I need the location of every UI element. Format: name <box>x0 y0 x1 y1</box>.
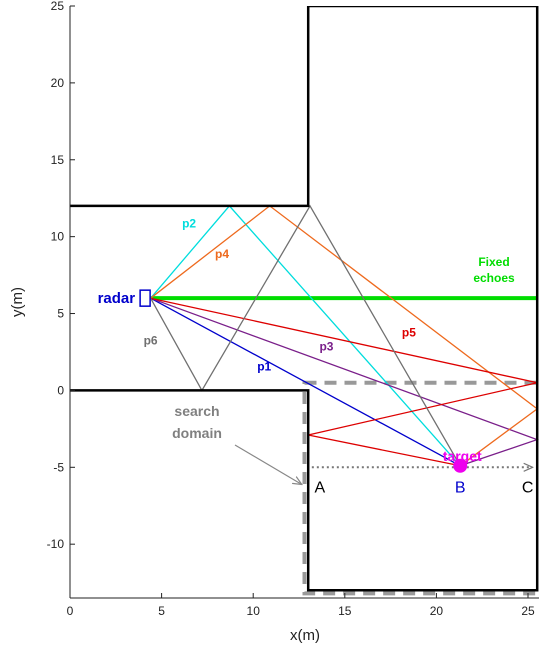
path-label-p6: p6 <box>144 333 158 347</box>
radar-marker <box>139 289 151 307</box>
fixed-echoes-label-line2: echoes <box>473 271 515 285</box>
y-tick-label: 15 <box>51 153 65 167</box>
path-line-p4 <box>150 205 539 467</box>
search-label-line2: domain <box>172 425 222 441</box>
x-tick-label: 0 <box>67 604 74 618</box>
path-line-p5 <box>150 297 538 467</box>
x-tick-label: 5 <box>158 604 165 618</box>
path-label-p2: p2 <box>182 216 196 230</box>
point-label-C: C <box>522 479 534 496</box>
y-tick-label: -10 <box>47 537 65 551</box>
path-label-p4: p4 <box>215 247 229 261</box>
point-label-A: A <box>314 479 325 496</box>
path-line-p1 <box>150 297 461 467</box>
y-tick-label: 10 <box>51 230 65 244</box>
x-axis-label: x(m) <box>290 627 320 644</box>
x-tick-label: 25 <box>521 604 535 618</box>
target-label: target <box>443 448 482 464</box>
fixed-echoes-label-line1: Fixed <box>478 255 509 269</box>
x-tick-label: 20 <box>430 604 444 618</box>
wall-lower <box>70 6 539 592</box>
y-axis-label: y(m) <box>9 287 26 317</box>
target-marker <box>453 458 468 473</box>
point-label-B: B <box>455 479 466 496</box>
y-tick-label: 5 <box>57 307 64 321</box>
path-line-p6 <box>150 204 461 467</box>
y-tick-label: 20 <box>51 76 65 90</box>
y-tick-label: 0 <box>57 383 64 397</box>
y-tick-label: 25 <box>51 0 65 13</box>
path-label-p5: p5 <box>402 326 416 340</box>
radar-label: radar <box>98 290 136 307</box>
x-tick-label: 15 <box>338 604 352 618</box>
x-tick-label: 10 <box>247 604 261 618</box>
search-domain-box <box>302 380 539 596</box>
wall-upper <box>70 6 538 208</box>
search-label-arrow <box>234 444 301 484</box>
path-label-p3: p3 <box>319 339 333 353</box>
search-label-line1: search <box>174 403 219 419</box>
y-tick-label: -5 <box>53 460 64 474</box>
path-label-p1: p1 <box>257 359 271 373</box>
